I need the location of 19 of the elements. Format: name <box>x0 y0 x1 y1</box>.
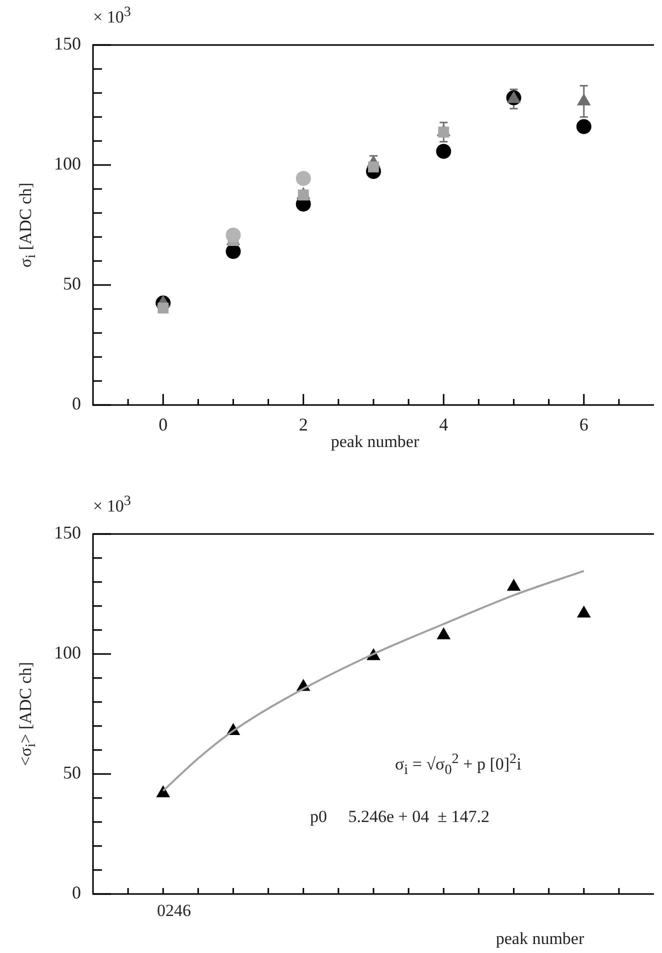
annotation: σ$_{i}$ = √σ$_{0}$$^{2}$ + p [0]$^{2}$i <box>395 751 522 780</box>
x-tick-label: 6 <box>579 414 588 435</box>
y-tick-label: 50 <box>63 762 81 783</box>
x-tick-label: 0 <box>158 414 168 435</box>
annotation: p0 5.246e + 04 ± 147.2 <box>310 807 490 827</box>
y-tick-label: 0 <box>72 882 81 903</box>
text: × 10$^{3}$ <box>93 493 131 517</box>
y-tick-label: 50 <box>63 274 81 294</box>
x-tick-label: 2 <box>298 414 308 435</box>
y-tick-label: 0 <box>72 394 81 414</box>
y-tick-label: 150 <box>54 522 81 543</box>
y-tick-label: 100 <box>54 154 81 174</box>
y-tick-label: 100 <box>54 642 81 663</box>
x-axis-title: peak number <box>330 432 420 452</box>
text: 0246 <box>157 901 191 921</box>
y-tick-label: 150 <box>54 34 81 54</box>
x-tick-label: 4 <box>439 414 448 435</box>
x-axis-title: peak number <box>496 929 584 949</box>
text: × 10$^{3}$ <box>93 4 131 28</box>
